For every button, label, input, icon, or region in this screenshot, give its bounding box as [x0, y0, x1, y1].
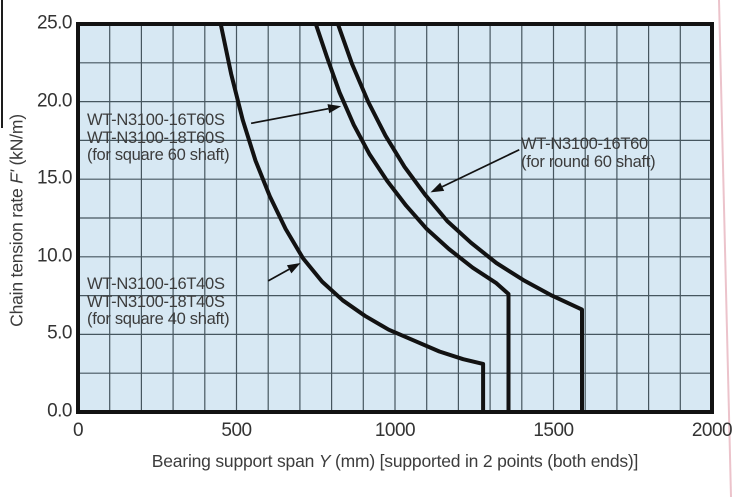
label-line: (for square 60 shaft)	[87, 146, 230, 165]
scan-edge-artifact-right	[718, 0, 732, 497]
leader-arrow-line-square40	[267, 268, 290, 282]
x-tick-label: 1500	[533, 420, 574, 441]
y-axis-units: (kN/m)	[6, 114, 27, 171]
scan-edge-artifact	[1, 0, 3, 128]
label-line: WT-N3100-16T60S	[87, 111, 225, 129]
y-axis-title-text: Chain tension rate	[6, 183, 27, 327]
leader-arrowhead-icon	[327, 104, 342, 114]
series-curve-wt-n3100-16t60s-18t60s	[313, 23, 511, 412]
leader-arrow-line-round60	[441, 148, 520, 188]
x-tick-label: 0	[72, 420, 84, 441]
label-line: (for square 40 shaft)	[87, 310, 230, 329]
y-tick-label: 25.0	[37, 12, 72, 34]
x-axis-variable: Y	[318, 451, 331, 471]
y-tick-label: 10.0	[37, 245, 72, 267]
y-axis-variable: F'	[6, 170, 27, 184]
label-line: (for round 60 shaft)	[521, 152, 656, 171]
x-tick-label: 1000	[374, 420, 416, 441]
series-curve-wt-n3100-16t60	[336, 23, 584, 412]
label-square-60-shaft: WT-N3100-16T60S WT-N3100-18T60S (for squ…	[87, 111, 230, 165]
x-axis-title: Bearing support span Y (mm) [supported i…	[78, 451, 712, 472]
leader-arrowhead-icon	[430, 182, 445, 193]
x-axis-title-text: Bearing support span	[151, 451, 319, 471]
leader-arrow-line-square60	[250, 107, 329, 125]
series-curve-wt-n3100-16t40s-18t40s	[218, 23, 486, 412]
label-square-40-shaft: WT-N3100-16T40S WT-N3100-18T40S (for squ…	[87, 275, 230, 329]
axis-frame	[76, 22, 714, 414]
label-line: WT-N3100-16T40S	[87, 275, 225, 293]
x-axis-units: (mm) [supported in 2 points (both ends)]	[330, 451, 639, 471]
label-round-60-shaft: WT-N3100-16T60 (for round 60 shaft)	[521, 135, 656, 171]
x-tick-label: 2000	[691, 420, 733, 441]
y-tick-label: 5.0	[47, 322, 72, 344]
y-axis-title: Chain tension rate F' (kN/m)	[7, 90, 28, 352]
label-line: WT-N3100-16T60	[521, 135, 648, 153]
y-tick-label: 15.0	[37, 167, 72, 189]
label-line: WT-N3100-18T60S	[87, 128, 225, 147]
y-tick-label: 0.0	[47, 400, 72, 422]
x-tick-label: 500	[221, 420, 252, 441]
y-tick-label: 20.0	[37, 90, 72, 112]
label-line: WT-N3100-18T40S	[87, 292, 225, 311]
leader-arrowhead-icon	[286, 263, 301, 274]
